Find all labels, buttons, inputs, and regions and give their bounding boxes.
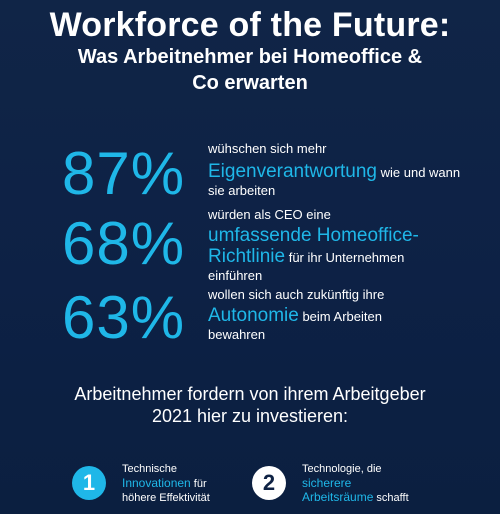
stat-value: 63% [62, 284, 186, 351]
investment-item-1: Technische Innovationen für höhere Effek… [122, 462, 210, 505]
investment-item-line-1: Technische [122, 463, 178, 475]
stat-highlight-line: Eigenverantwortung wie und wann [208, 161, 488, 182]
number-1-badge-icon: 1 [72, 466, 106, 500]
investment-item-line-2: Innovationen für [122, 476, 210, 491]
stat-post-text: beim Arbeiten [298, 309, 382, 324]
stat-highlight-2: Richtlinie [208, 246, 286, 267]
stat-post-text-line2: sie arbeiten [208, 183, 276, 198]
investment-item-after: für [190, 478, 207, 490]
page-title: Workforce of the Future: [49, 6, 451, 44]
investment-item-2: Technologie, die sicherere Arbeitsräume … [302, 462, 409, 505]
stat-post-text: wie und wann [377, 165, 461, 180]
number-2-badge-icon: 2 [252, 466, 286, 500]
stat-highlight-line: Autonomie beim Arbeiten [208, 305, 488, 326]
stat-highlight-line: Richtlinie für ihr Unternehmen [208, 246, 488, 267]
stat-post-text-line2: einführen [208, 268, 263, 283]
stat-pre-text: wühschen sich mehr [208, 141, 327, 156]
page-subtitle: Was Arbeitnehmer bei Homeoffice & Co erw… [0, 44, 500, 96]
investment-heading-line-2: 2021 hier zu investieren: [151, 406, 349, 426]
subtitle-line-2: Co erwarten [192, 72, 308, 94]
investment-item-after: schafft [373, 492, 409, 504]
stat-highlight: Autonomie [208, 305, 299, 326]
stat-value: 68% [62, 210, 186, 277]
stat-value: 87% [62, 140, 186, 207]
investment-item-highlight-2: Arbeitsräume [302, 490, 374, 504]
investment-item-highlight: Innovationen [122, 476, 191, 490]
investment-item-line-1: Technologie, die [302, 463, 382, 475]
stat-post-text: für ihr Unternehmen [285, 250, 405, 265]
investment-heading: Arbeitnehmer fordern von ihrem Arbeitgeb… [0, 383, 500, 427]
subtitle-line-1: Was Arbeitnehmer bei Homeoffice & [77, 46, 423, 68]
stat-post-text-line2: bewahren [208, 327, 266, 342]
investment-heading-line-1: Arbeitnehmer fordern von ihrem Arbeitgeb… [74, 384, 426, 404]
stat-description: wollen sich auch zukünftig ihre Autonomi… [208, 286, 488, 343]
stat-description: wühschen sich mehr Eigenverantwortung wi… [208, 140, 488, 199]
stat-description: würden als CEO eine umfassende Homeoffic… [208, 206, 488, 284]
investment-item-highlight: sicherere [302, 476, 352, 490]
stat-pre-text: würden als CEO eine [208, 207, 331, 222]
investment-item-line-3: höhere Effektivität [122, 492, 210, 504]
stat-highlight: Eigenverantwortung [208, 161, 377, 182]
stat-highlight: umfassende Homeoffice- [208, 225, 419, 246]
stat-pre-text: wollen sich auch zukünftig ihre [208, 287, 385, 302]
investment-item-line-3: Arbeitsräume schafft [302, 490, 409, 505]
